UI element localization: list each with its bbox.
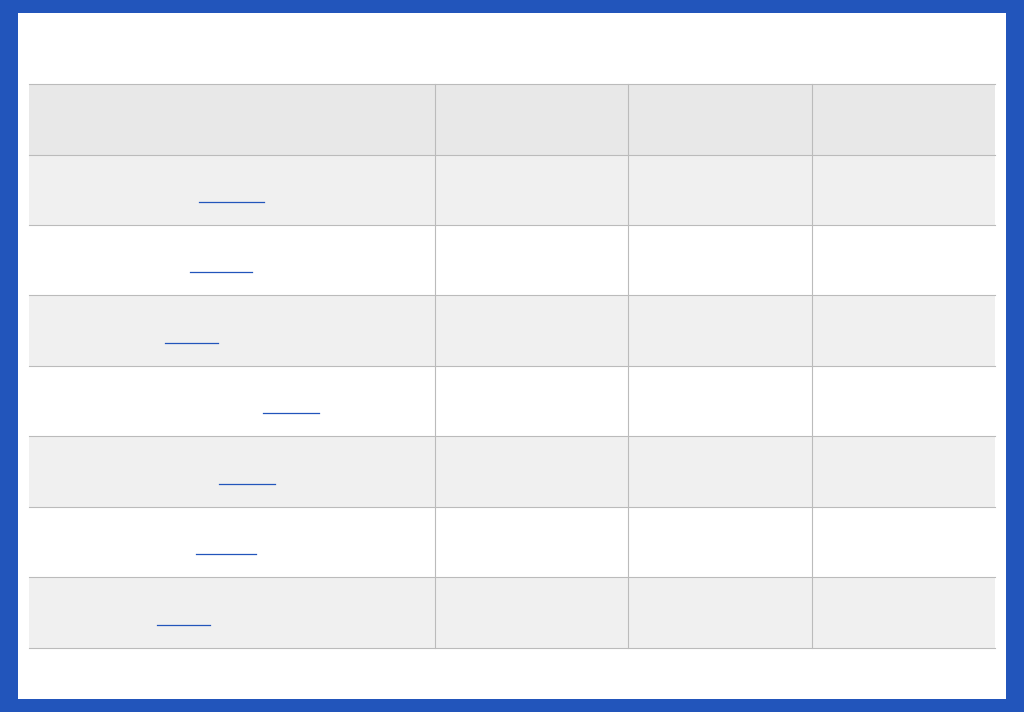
Text: -19.27%: -19.27%: [676, 602, 763, 623]
Text: Name: Name: [47, 109, 115, 130]
Text: Magnificent Seven Stock Performance (6 months, 1 year, 5 years): Magnificent Seven Stock Performance (6 m…: [41, 41, 916, 65]
Text: 5 Years (%): 5 Years (%): [837, 109, 970, 130]
Text: 9.98%: 9.98%: [499, 320, 564, 341]
Text: ): ): [210, 602, 218, 623]
Text: Amazon Inc. (: Amazon Inc. (: [47, 250, 189, 271]
Text: 1,240%: 1,240%: [864, 602, 943, 623]
Text: Microsoft Corp. (: Microsoft Corp. (: [47, 461, 219, 482]
Text: 6 Months (%): 6 Months (%): [454, 109, 609, 130]
Text: META: META: [263, 391, 319, 412]
Text: 236.55%: 236.55%: [857, 461, 950, 482]
Text: 209.81%: 209.81%: [674, 532, 766, 553]
Text: 50.52%: 50.52%: [680, 250, 760, 271]
Text: 104.61%: 104.61%: [857, 250, 950, 271]
Text: 57.31%: 57.31%: [680, 179, 760, 200]
Text: Tesla Inc. (: Tesla Inc. (: [47, 602, 158, 623]
Text: 3,130%: 3,130%: [864, 532, 943, 553]
Text: TSLA: TSLA: [158, 602, 210, 623]
Text: AAPL: AAPL: [165, 320, 218, 341]
Text: Apple Inc. (: Apple Inc. (: [47, 320, 165, 341]
Text: ): ): [218, 320, 226, 341]
Text: NVDA: NVDA: [197, 532, 256, 553]
Text: 31.77%: 31.77%: [492, 179, 571, 200]
Text: AMZN: AMZN: [189, 250, 252, 271]
Text: 14.72%: 14.72%: [680, 320, 760, 341]
Text: NVIDIA Corp. (: NVIDIA Corp. (: [47, 532, 197, 553]
Text: 26.46%: 26.46%: [492, 250, 571, 271]
Text: 170.72%: 170.72%: [857, 391, 950, 412]
Text: ): ): [256, 532, 264, 553]
Text: 42.93%: 42.93%: [492, 391, 571, 412]
Text: 153.75%: 153.75%: [485, 532, 578, 553]
Text: Alphabet Inc. (: Alphabet Inc. (: [47, 179, 200, 200]
Text: ): ): [264, 179, 272, 200]
Text: MSFT: MSFT: [219, 461, 274, 482]
Text: -23.02%: -23.02%: [487, 602, 574, 623]
Text: Data as of June 26, 2024 (source: TradingView): Data as of June 26, 2024 (source: Tradin…: [41, 664, 433, 683]
Text: ): ): [319, 391, 328, 412]
Text: 241.22%: 241.22%: [857, 179, 950, 200]
Text: 331.31%: 331.31%: [857, 320, 950, 341]
Text: 81.95%: 81.95%: [680, 391, 760, 412]
Text: 20.26%: 20.26%: [492, 461, 571, 482]
Text: 36.25%: 36.25%: [680, 461, 760, 482]
Text: GOOG: GOOG: [200, 179, 264, 200]
Text: ): ): [252, 250, 260, 271]
Text: ): ): [274, 461, 283, 482]
Text: 1 Year (%): 1 Year (%): [659, 109, 780, 130]
Text: Meta Platforms Inc. (: Meta Platforms Inc. (: [47, 391, 263, 412]
